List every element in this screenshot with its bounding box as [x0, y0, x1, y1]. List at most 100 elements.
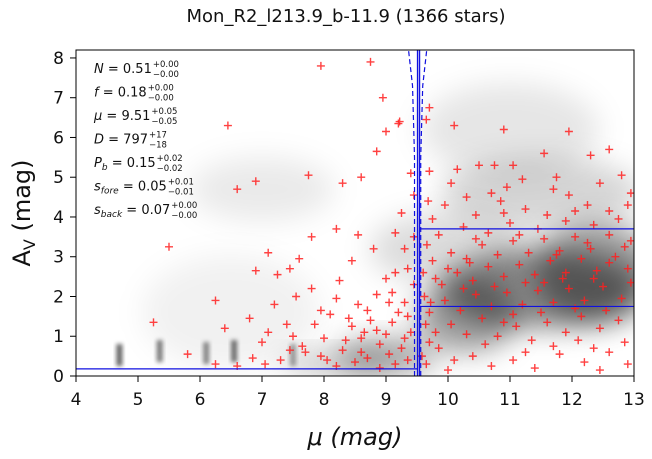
- fit-parameter: μ = 9.51 +0.05−0.05: [93, 107, 177, 127]
- data-point: [549, 298, 558, 307]
- parameter-symbol: N: [94, 62, 104, 77]
- data-point: [521, 348, 530, 357]
- fit-parameter-text: f = 0.18: [94, 86, 147, 101]
- parameter-lower-error: −0.05: [151, 117, 177, 127]
- parameter-upper-error: +0.02: [157, 154, 183, 164]
- data-point: [400, 298, 409, 307]
- data-point: [555, 350, 564, 359]
- data-point: [543, 210, 552, 219]
- parameter-upper-error: +0.05: [151, 107, 177, 117]
- data-point: [431, 328, 440, 337]
- x-axis-label: μ (mag): [307, 423, 403, 451]
- data-point: [459, 222, 468, 231]
- density-blob: [416, 280, 517, 353]
- data-point: [564, 284, 573, 293]
- data-point: [595, 179, 604, 188]
- data-point: [397, 344, 406, 353]
- data-point: [428, 214, 437, 223]
- y-tick-label: 4: [53, 208, 64, 228]
- data-point: [307, 284, 316, 293]
- data-point: [509, 356, 518, 365]
- data-point: [546, 256, 555, 265]
- data-point: [354, 230, 363, 239]
- y-tick-label: 5: [53, 168, 64, 188]
- parameter-lower-error: −0.02: [157, 164, 183, 174]
- data-point: [512, 322, 521, 331]
- parameter-value: = 0.18: [99, 86, 147, 101]
- data-point: [605, 145, 614, 154]
- x-tick-label: 12: [561, 390, 583, 410]
- data-point: [530, 364, 539, 373]
- data-point: [310, 320, 319, 329]
- y-axis-label-sub: V: [20, 239, 39, 250]
- data-point: [583, 201, 592, 210]
- y-axis-ticks: 0 1 2 3 4 5 6 7 8: [53, 49, 76, 387]
- data-point: [589, 344, 598, 353]
- fit-parameter: sback = 0.07 +0.00−0.00: [94, 201, 197, 221]
- data-point: [450, 121, 459, 130]
- parameter-symbol: μ: [93, 109, 102, 124]
- data-point: [220, 324, 229, 333]
- data-point: [307, 232, 316, 241]
- density-blob: [440, 157, 634, 229]
- data-point: [295, 254, 304, 263]
- x-tick-label: 9: [381, 390, 392, 410]
- data-point: [605, 258, 614, 267]
- data-point: [564, 191, 573, 200]
- data-point: [304, 171, 313, 180]
- parameter-value: = 9.51: [102, 109, 150, 124]
- data-point: [351, 358, 359, 367]
- fit-parameter-text: N = 0.51: [94, 62, 152, 77]
- data-point: [363, 306, 372, 315]
- data-point: [394, 308, 403, 317]
- data-point: [223, 121, 232, 130]
- data-point: [316, 306, 325, 315]
- density-blob: [141, 255, 321, 370]
- data-point: [487, 189, 496, 198]
- data-point: [421, 320, 430, 329]
- data-point: [301, 348, 310, 357]
- data-point: [316, 61, 325, 70]
- parameter-symbol: P: [94, 156, 102, 171]
- parameter-lower-error: −0.00: [153, 70, 179, 80]
- data-point: [540, 149, 549, 158]
- data-point: [400, 334, 409, 343]
- data-point: [388, 318, 397, 327]
- data-point: [450, 356, 459, 365]
- y-tick-label: 1: [53, 327, 64, 347]
- plot-frame: [75, 49, 635, 377]
- data-point: [391, 268, 400, 277]
- data-point: [366, 57, 375, 66]
- data-point: [394, 119, 403, 128]
- parameter-subscript: b: [102, 163, 108, 173]
- data-point: [614, 214, 623, 223]
- data-point: [211, 360, 220, 369]
- data-point: [537, 308, 545, 317]
- data-point: [620, 242, 629, 251]
- data-point: [357, 348, 366, 357]
- data-point: [372, 290, 381, 299]
- data-point: [338, 179, 347, 188]
- data-point: [605, 230, 614, 239]
- data-point: [428, 256, 437, 265]
- data-point: [375, 340, 384, 349]
- data-point: [360, 328, 369, 337]
- x-axis-ticks: 4 5 6 7 8 9 10 11 12 13: [71, 376, 645, 410]
- data-point: [292, 292, 301, 301]
- data-point: [543, 318, 552, 327]
- data-point: [434, 230, 443, 239]
- data-point: [403, 264, 412, 273]
- data-point: [289, 332, 297, 341]
- y-tick-label: 6: [53, 128, 64, 148]
- data-point: [261, 360, 270, 369]
- data-point: [527, 336, 536, 345]
- data-point: [623, 264, 632, 273]
- data-point: [468, 276, 477, 285]
- data-point: [332, 224, 341, 233]
- distance-error-high: [420, 50, 428, 376]
- data-point: [524, 248, 533, 257]
- data-point: [549, 185, 558, 194]
- data-point: [561, 216, 570, 225]
- fit-parameter: D = 797 +17−18: [94, 131, 167, 151]
